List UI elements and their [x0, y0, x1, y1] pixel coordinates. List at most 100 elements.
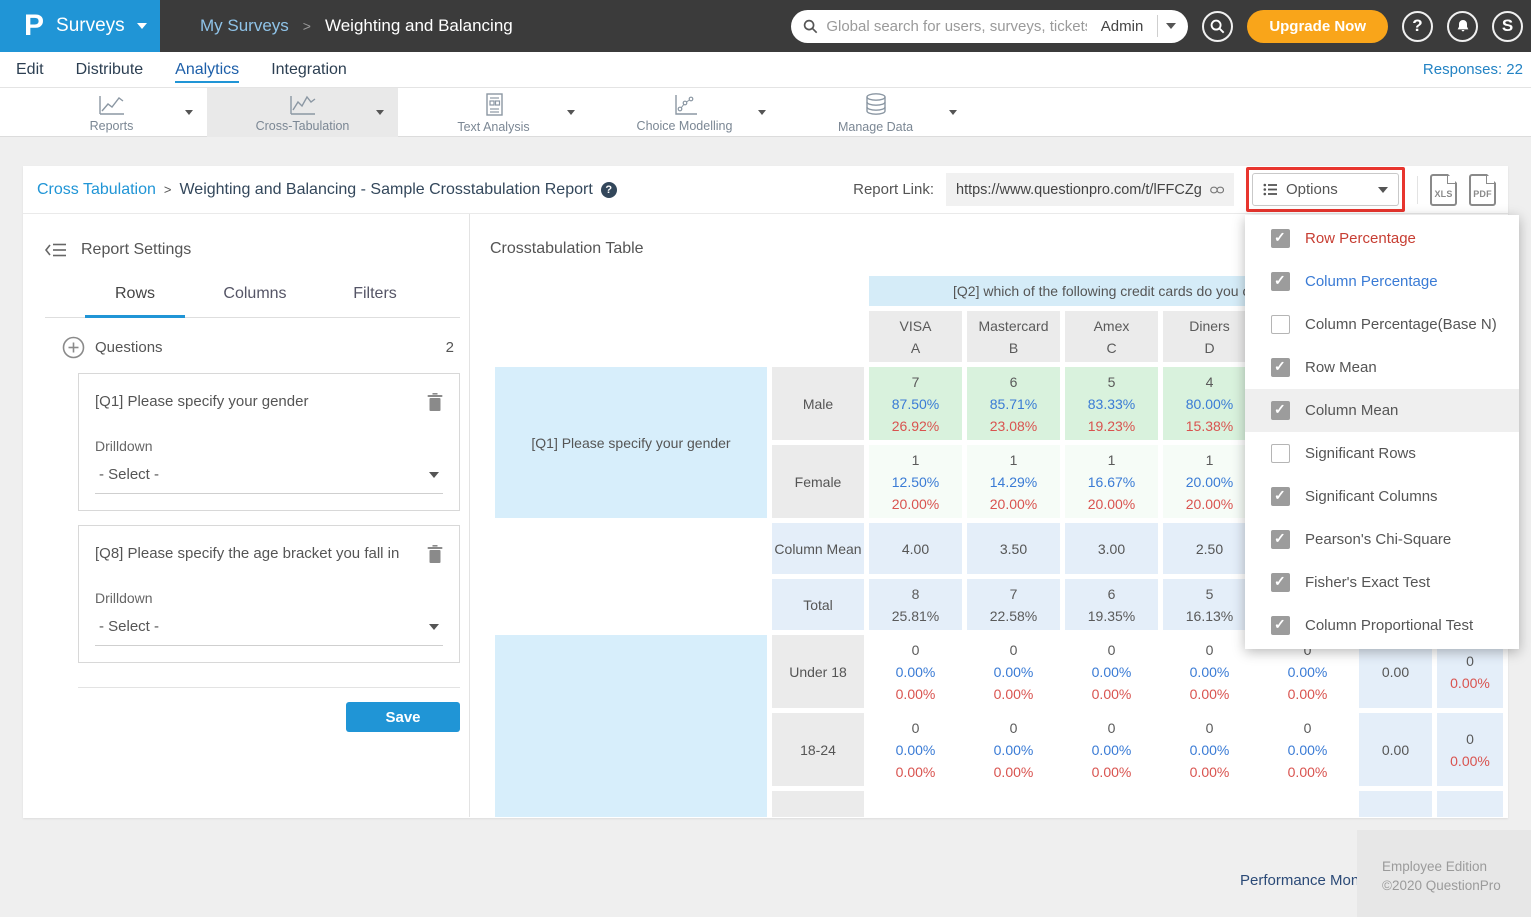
- col-code: B: [967, 337, 1060, 359]
- menu-item-significant-rows[interactable]: Significant Rows: [1245, 432, 1519, 475]
- menu-item-column-percentage-base-n[interactable]: Column Percentage(Base N): [1245, 303, 1519, 346]
- report-title: Weighting and Balancing - Sample Crossta…: [179, 181, 592, 199]
- count: 0: [1437, 650, 1503, 672]
- row-pct: 20.00%: [1163, 471, 1256, 493]
- checkbox-checked-icon[interactable]: [1271, 272, 1290, 291]
- notifications-button[interactable]: [1447, 11, 1478, 42]
- tab-edit[interactable]: Edit: [16, 52, 44, 88]
- export-xls-button[interactable]: XLS: [1430, 174, 1457, 206]
- questionpro-logo-icon: P: [24, 11, 44, 41]
- toolbar-item-reports[interactable]: Reports: [16, 88, 207, 137]
- checkbox-checked-icon[interactable]: [1271, 401, 1290, 420]
- menu-item-label: Column Proportional Test: [1305, 617, 1473, 634]
- menu-item-label: Row Percentage: [1305, 230, 1416, 247]
- toolbar-item-manage-data[interactable]: Manage Data: [780, 88, 971, 137]
- menu-item-column-percentage[interactable]: Column Percentage: [1245, 260, 1519, 303]
- checkbox-checked-icon[interactable]: [1271, 616, 1290, 635]
- top-bar-actions: Admin Upgrade Now ? S: [791, 10, 1531, 43]
- menu-item-significant-columns[interactable]: Significant Columns: [1245, 475, 1519, 518]
- data-cell: 00.00%0.00%: [967, 635, 1060, 708]
- menu-item-row-percentage[interactable]: Row Percentage: [1245, 217, 1519, 260]
- row-label-18-24: 18-24: [772, 713, 864, 786]
- breadcrumb-my-surveys[interactable]: My Surveys: [200, 16, 289, 36]
- toolbar-item-choice-modelling[interactable]: Choice Modelling: [589, 88, 780, 137]
- data-cell: 00.00%0.00%: [869, 635, 962, 708]
- checkbox-checked-icon[interactable]: [1271, 358, 1290, 377]
- options-button[interactable]: Options: [1252, 173, 1399, 206]
- help-icon[interactable]: ?: [601, 182, 617, 198]
- data-cell: 4.00: [869, 523, 962, 574]
- trash-icon[interactable]: [427, 393, 443, 412]
- drilldown-label: Drilldown: [95, 438, 443, 454]
- tab-analytics[interactable]: Analytics: [175, 52, 239, 88]
- menu-item-row-mean[interactable]: Row Mean: [1245, 346, 1519, 389]
- data-cell: 583.33%19.23%: [1065, 367, 1158, 440]
- tab-integration[interactable]: Integration: [271, 52, 347, 88]
- xls-label: XLS: [1434, 189, 1452, 199]
- global-search-input[interactable]: [826, 18, 1086, 35]
- row-label-total: Total: [772, 579, 864, 630]
- row-label-female: Female: [772, 445, 864, 518]
- report-header: Cross Tabulation > Weighting and Balanci…: [23, 166, 1508, 214]
- data-cell: 3.50: [967, 523, 1060, 574]
- add-question-icon[interactable]: [62, 336, 85, 359]
- data-cell: 480.00%15.38%: [1163, 367, 1256, 440]
- chevron-down-icon[interactable]: [758, 110, 766, 115]
- drilldown-select[interactable]: - Select -: [95, 618, 443, 646]
- checkbox-unchecked-icon[interactable]: [1271, 315, 1290, 334]
- global-search[interactable]: Admin: [791, 10, 1188, 43]
- count: 0: [1065, 717, 1158, 739]
- chevron-down-icon[interactable]: [376, 110, 384, 115]
- count: 8: [869, 583, 962, 605]
- search-submit-button[interactable]: [1202, 11, 1233, 42]
- toolbar-item-text-analysis[interactable]: Text Analysis: [398, 88, 589, 137]
- trash-icon[interactable]: [427, 545, 443, 564]
- checkbox-unchecked-icon[interactable]: [1271, 444, 1290, 463]
- menu-item-column-mean[interactable]: Column Mean: [1245, 389, 1519, 432]
- data-cell: [1065, 791, 1158, 817]
- row-pct: 14.29%: [967, 471, 1060, 493]
- product-switcher[interactable]: P Surveys: [0, 0, 160, 52]
- cross-tabulation-link[interactable]: Cross Tabulation: [37, 181, 156, 199]
- report-settings-header[interactable]: Report Settings: [45, 241, 460, 259]
- menu-item-label: Row Mean: [1305, 359, 1377, 376]
- checkbox-checked-icon[interactable]: [1271, 573, 1290, 592]
- chevron-down-icon: [137, 23, 147, 29]
- options-dropdown-menu: Row Percentage Column Percentage Column …: [1245, 215, 1519, 649]
- tab-rows[interactable]: Rows: [75, 285, 195, 317]
- checkbox-checked-icon[interactable]: [1271, 487, 1290, 506]
- col-code: A: [869, 337, 962, 359]
- toolbar-item-cross-tabulation[interactable]: Cross-Tabulation: [207, 88, 398, 137]
- checkbox-checked-icon[interactable]: [1271, 229, 1290, 248]
- export-pdf-button[interactable]: PDF: [1469, 174, 1496, 206]
- menu-item-fishers-exact-test[interactable]: Fisher's Exact Test: [1245, 561, 1519, 604]
- drilldown-select[interactable]: - Select -: [95, 466, 443, 494]
- chevron-down-icon[interactable]: [949, 110, 957, 115]
- row-label-male: Male: [772, 367, 864, 440]
- help-button[interactable]: ?: [1402, 11, 1433, 42]
- menu-item-column-proportional-test[interactable]: Column Proportional Test: [1245, 604, 1519, 647]
- report-url-box[interactable]: https://www.questionpro.com/t/lFFCZg: [946, 173, 1234, 206]
- row-pct: 85.71%: [967, 393, 1060, 415]
- search-scope-admin[interactable]: Admin: [1095, 18, 1150, 35]
- save-button[interactable]: Save: [346, 702, 460, 732]
- tab-distribute[interactable]: Distribute: [76, 52, 144, 88]
- chevron-down-icon[interactable]: [567, 110, 575, 115]
- chevron-down-icon[interactable]: [185, 110, 193, 115]
- tab-filters[interactable]: Filters: [315, 285, 435, 317]
- question-title: [Q8] Please specify the age bracket you …: [95, 545, 419, 562]
- upgrade-now-button[interactable]: Upgrade Now: [1247, 10, 1388, 43]
- report-url[interactable]: https://www.questionpro.com/t/lFFCZg: [956, 182, 1202, 198]
- row-question-q1: [Q1] Please specify your gender: [495, 367, 767, 518]
- checkbox-checked-icon[interactable]: [1271, 530, 1290, 549]
- menu-item-label: Significant Columns: [1305, 488, 1438, 505]
- user-avatar[interactable]: S: [1492, 11, 1523, 42]
- col-pct: 15.38%: [1163, 415, 1256, 437]
- row-pct: 0.00%: [967, 661, 1060, 683]
- tab-columns[interactable]: Columns: [195, 285, 315, 317]
- chevron-down-icon[interactable]: [1166, 23, 1176, 29]
- menu-item-pearsons-chi-square[interactable]: Pearson's Chi-Square: [1245, 518, 1519, 561]
- chevron-right-icon: >: [164, 182, 172, 197]
- report-settings-panel: Report Settings Rows Columns Filters Que…: [23, 214, 470, 817]
- col-pct: 0.00%: [1065, 761, 1158, 783]
